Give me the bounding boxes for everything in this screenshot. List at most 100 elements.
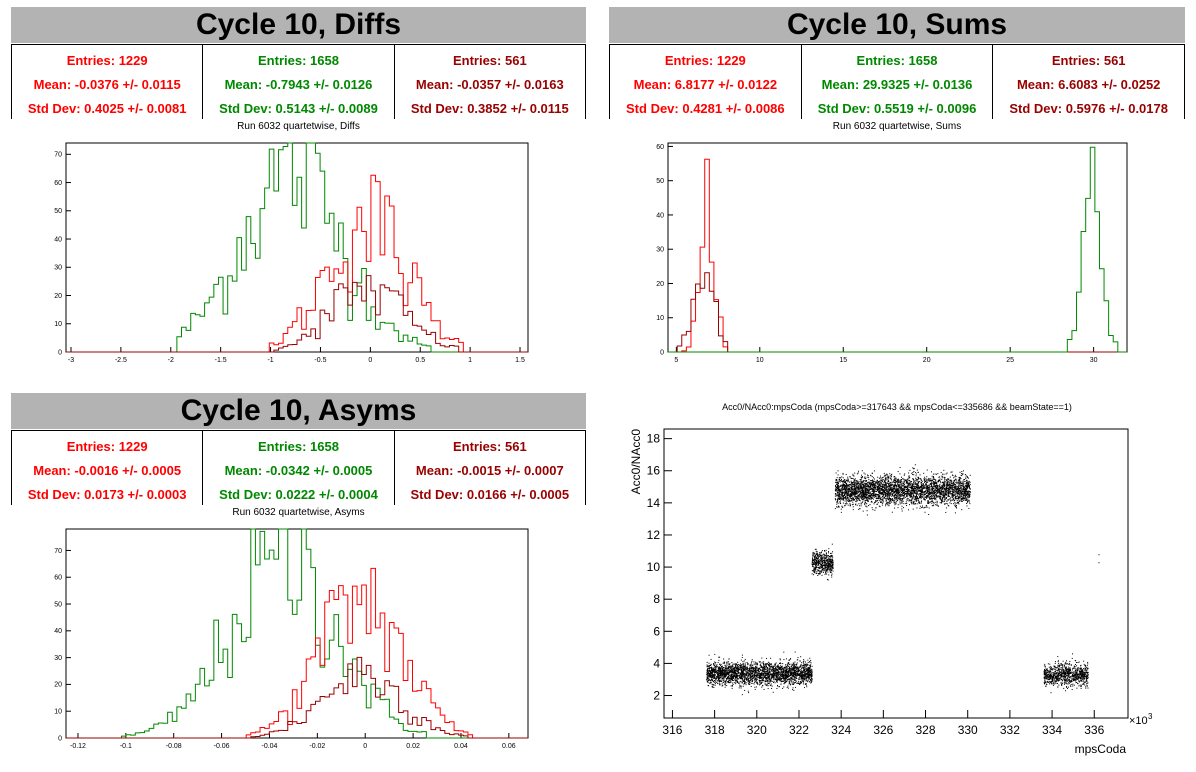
stat-mean: Mean: -0.0016 +/- 0.0005 [33,463,182,478]
x-tick-label: -0.06 [214,743,230,750]
y-tick-label: 30 [54,655,62,662]
stat-entries: Entries: 1229 [66,53,148,68]
scatter-cluster-0 [706,651,813,696]
histogram-green-series [668,146,1127,353]
x-axis-label: mpsCoda [1075,742,1127,756]
histogram-green-series [66,142,528,353]
x-tick-label: 10 [756,357,764,364]
x-tick-label: -2.5 [115,357,127,364]
scatter-title: Acc0/NAcc0:mpsCoda (mpsCoda>=317643 && m… [722,402,1072,412]
histogram-dark-series [66,656,528,739]
x-tick-label: 0 [368,357,372,364]
stat-std: Std Dev: 0.5143 +/- 0.0089 [219,101,378,116]
x-tick-label: 320 [747,723,767,737]
stat-mean: Mean: -0.0015 +/- 0.0007 [415,463,564,478]
y-tick-label: 40 [656,212,664,219]
histogram-red-series [66,567,528,739]
stat-std: Std Dev: 0.0173 +/- 0.0003 [27,487,187,502]
x-tick-label: 1 [468,357,472,364]
x-tick-label: -1 [267,357,273,364]
stat-std: Std Dev: 0.0222 +/- 0.0004 [219,487,378,502]
y-axis-label: Acc0/NAcc0 [629,429,643,495]
diffs-title: Cycle 10, Diffs [11,7,586,43]
y-tick-label: 16 [647,464,661,478]
asyms-stats: Entries: 1229 Mean: -0.0016 +/- 0.0005 S… [11,430,586,505]
x-tick-label: 15 [839,357,847,364]
y-tick-label: 2 [653,689,660,703]
y-tick-label: 30 [656,247,664,254]
y-tick-label: 60 [656,144,664,151]
stat-mean: Mean: -0.0357 +/- 0.0163 [415,77,564,92]
histogram-red-series [668,158,1127,353]
x-tick-label: 334 [1042,723,1062,737]
asyms-stat-red: Entries: 1229 Mean: -0.0016 +/- 0.0005 S… [11,431,202,505]
histogram-dark-series [66,275,528,353]
diffs-stat-red: Entries: 1229 Mean: -0.0376 +/- 0.0115 S… [11,45,202,119]
scatter-outlier [1098,554,1100,556]
diffs-stat-green: Entries: 1658 Mean: -0.7943 +/- 0.0126 S… [202,45,393,119]
asyms-stat-dark: Entries: 561 Mean: -0.0015 +/- 0.0007 St… [393,431,586,505]
stat-entries: Entries: 561 [452,53,527,68]
sums-title: Cycle 10, Sums [609,7,1185,43]
stat-std: Std Dev: 0.5519 +/- 0.0096 [817,101,977,116]
stat-mean: Mean: 6.8177 +/- 0.0122 [633,77,778,92]
stat-entries: Entries: 1229 [66,439,148,454]
x-tick-label: 0 [363,743,367,750]
y-tick-label: 10 [54,321,62,328]
x-tick-label: 25 [1006,357,1014,364]
x-tick-label: -2 [168,357,174,364]
y-tick-label: 12 [647,528,661,542]
diffs-stats: Entries: 1229 Mean: -0.0376 +/- 0.0115 S… [11,44,586,119]
y-tick-label: 50 [656,178,664,185]
x-tick-label: -0.12 [70,743,86,750]
histogram-dark-series [668,272,1127,353]
x-tick-label: 0.5 [415,357,425,364]
y-tick-label: 0 [58,735,62,742]
x-tick-label: 318 [705,723,725,737]
histogram-green-series [66,528,528,739]
sums-stat-green: Entries: 1658 Mean: 29.9325 +/- 0.0136 S… [800,45,993,119]
y-tick-label: 40 [54,628,62,635]
y-tick-label: 20 [54,293,62,300]
y-tick-label: 0 [660,349,664,356]
diffs-stat-dark: Entries: 561 Mean: -0.0357 +/- 0.0163 St… [393,45,586,119]
x-tick-label: 0.04 [454,743,468,750]
y-tick-label: 10 [54,709,62,716]
sums-stat-dark: Entries: 561 Mean: 6.6083 +/- 0.0252 Std… [992,45,1186,119]
plot-frame-0 [65,142,529,353]
x-tick-label: -0.1 [120,743,132,750]
stat-std: Std Dev: 0.4025 +/- 0.0081 [27,101,187,116]
scatter-cluster-3 [1043,653,1089,694]
stat-entries: Entries: 561 [452,439,527,454]
stat-std: Std Dev: 0.3852 +/- 0.0115 [410,101,569,116]
x-tick-label: 5 [674,357,678,364]
x-tick-label: 20 [923,357,931,364]
stat-mean: Mean: -0.0342 +/- 0.0005 [224,463,373,478]
x-tick-label: 322 [789,723,809,737]
stat-entries: Entries: 1658 [258,439,339,454]
x-tick-label: 0.06 [502,743,516,750]
asyms-stat-green: Entries: 1658 Mean: -0.0342 +/- 0.0005 S… [202,431,393,505]
stat-entries: Entries: 1658 [258,53,339,68]
y-tick-label: 8 [653,592,660,606]
x-tick-label: -0.08 [166,743,182,750]
stat-entries: Entries: 1658 [856,53,938,68]
x-tick-label: -3 [68,357,74,364]
sums-stat-red: Entries: 1229 Mean: 6.8177 +/- 0.0122 St… [609,45,801,119]
x-tick-label: 316 [662,723,682,737]
scatter-cluster-2 [834,464,971,516]
y-tick-label: 10 [647,560,661,574]
x-tick-label: 0.02 [406,743,420,750]
diffs-subtitle: Run 6032 quartetwise, Diffs [237,121,360,132]
x-tick-label: 328 [916,723,936,737]
y-tick-label: 4 [653,656,660,670]
stat-std: Std Dev: 0.4281 +/- 0.0086 [626,101,785,116]
x-tick-label: -0.02 [309,743,325,750]
x-tick-label: 1.5 [515,357,525,364]
y-tick-label: 40 [54,236,62,243]
y-tick-label: 10 [656,315,664,322]
y-tick-label: 18 [647,432,661,446]
stat-mean: Mean: 29.9325 +/- 0.0136 [821,77,973,92]
x-tick-label: -0.04 [261,743,277,750]
